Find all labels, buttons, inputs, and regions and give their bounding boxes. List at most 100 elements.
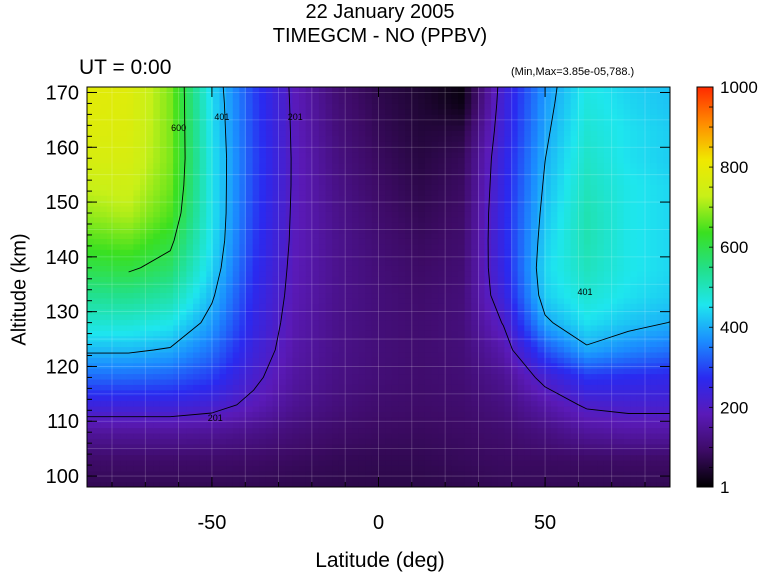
heatmap-cell <box>511 303 519 310</box>
heatmap-cell <box>279 416 287 423</box>
heatmap-cell <box>517 335 525 342</box>
heatmap-cell <box>617 205 625 212</box>
heatmap-cell <box>385 265 393 272</box>
heatmap-cell <box>371 211 380 218</box>
heatmap-cell <box>259 384 267 391</box>
heatmap-cell <box>365 297 373 304</box>
heatmap-cell <box>656 476 664 483</box>
heatmap-cell <box>617 395 625 402</box>
heatmap-cell <box>292 357 300 364</box>
heatmap-cell <box>517 368 525 375</box>
heatmap-cell <box>93 346 101 353</box>
heatmap-cell <box>133 443 141 450</box>
heatmap-cell <box>590 222 598 229</box>
heatmap-cell <box>212 362 221 369</box>
heatmap-cell <box>557 276 565 283</box>
heatmap-cell <box>597 314 605 321</box>
heatmap-cell <box>590 205 598 212</box>
heatmap-cell <box>106 368 115 375</box>
heatmap-cell <box>206 281 214 288</box>
heatmap-cell <box>623 222 631 229</box>
heatmap-cell <box>166 422 174 429</box>
heatmap-cell <box>100 281 108 288</box>
heatmap-cell <box>497 308 505 315</box>
heatmap-cell <box>464 346 472 353</box>
heatmap-cell <box>504 395 512 402</box>
heatmap-cell <box>385 189 393 196</box>
heatmap-cell <box>418 465 426 472</box>
heatmap-cell <box>199 373 207 380</box>
heatmap-cell <box>405 395 413 402</box>
heatmap-cell <box>597 222 605 229</box>
heatmap-cell <box>378 254 386 261</box>
heatmap-cell <box>610 438 618 445</box>
heatmap-cell <box>497 314 505 321</box>
heatmap-cell <box>537 216 545 223</box>
heatmap-cell <box>385 184 393 191</box>
heatmap-cell <box>93 243 101 250</box>
heatmap-cell <box>332 259 340 266</box>
heatmap-cell <box>504 319 512 326</box>
heatmap-cell <box>232 459 240 466</box>
heatmap-cell <box>219 416 227 423</box>
heatmap-cell <box>517 211 525 218</box>
heatmap-cell <box>378 314 386 321</box>
heatmap-cell <box>458 470 466 477</box>
heatmap-cell <box>126 330 134 337</box>
heatmap-cell <box>597 205 605 212</box>
heatmap-cell <box>279 384 287 391</box>
heatmap-cell <box>451 346 459 353</box>
heatmap-cell <box>272 243 280 250</box>
heatmap-cell <box>650 405 658 412</box>
heatmap-cell <box>193 238 201 245</box>
heatmap-cell <box>87 384 95 391</box>
heatmap-cell <box>491 400 499 407</box>
heatmap-cell <box>272 292 280 299</box>
heatmap-cell <box>173 265 181 272</box>
heatmap-cell <box>279 259 287 266</box>
heatmap-cell <box>193 184 201 191</box>
heatmap-cell <box>272 459 280 466</box>
heatmap-cell <box>345 303 353 310</box>
heatmap-cell <box>312 314 320 321</box>
heatmap-cell <box>206 227 214 234</box>
heatmap-cell <box>464 389 472 396</box>
heatmap-cell <box>458 330 466 337</box>
heatmap-cell <box>371 341 380 348</box>
heatmap-cell <box>133 351 141 358</box>
heatmap-cell <box>471 443 479 450</box>
heatmap-cell <box>93 184 101 191</box>
heatmap-cell <box>544 200 552 207</box>
heatmap-cell <box>617 249 625 256</box>
heatmap-cell <box>438 470 446 477</box>
heatmap-cell <box>100 178 108 185</box>
heatmap-cell <box>451 303 459 310</box>
heatmap-cell <box>365 427 373 434</box>
heatmap-cell <box>159 395 168 402</box>
heatmap-cell <box>186 238 194 245</box>
heatmap-cell <box>511 351 519 358</box>
heatmap-cell <box>193 200 201 207</box>
heatmap-cell <box>544 270 552 277</box>
heatmap-cell <box>583 205 592 212</box>
heatmap-cell <box>153 297 161 304</box>
heatmap-cell <box>272 373 280 380</box>
heatmap-cell <box>530 438 539 445</box>
heatmap-cell <box>385 427 393 434</box>
heatmap-cell <box>411 400 419 407</box>
heatmap-cell <box>219 265 227 272</box>
heatmap-cell <box>252 238 260 245</box>
heatmap-cell <box>106 422 115 429</box>
heatmap-cell <box>299 238 307 245</box>
heatmap-cell <box>87 270 95 277</box>
heatmap-cell <box>212 222 221 229</box>
heatmap-cell <box>100 405 108 412</box>
heatmap-cell <box>464 314 472 321</box>
heatmap-cell <box>212 303 221 310</box>
heatmap-cell <box>232 308 240 315</box>
heatmap-cell <box>87 195 95 202</box>
heatmap-cell <box>517 470 525 477</box>
heatmap-cell <box>511 459 519 466</box>
heatmap-cell <box>272 178 280 185</box>
heatmap-cell <box>345 362 353 369</box>
